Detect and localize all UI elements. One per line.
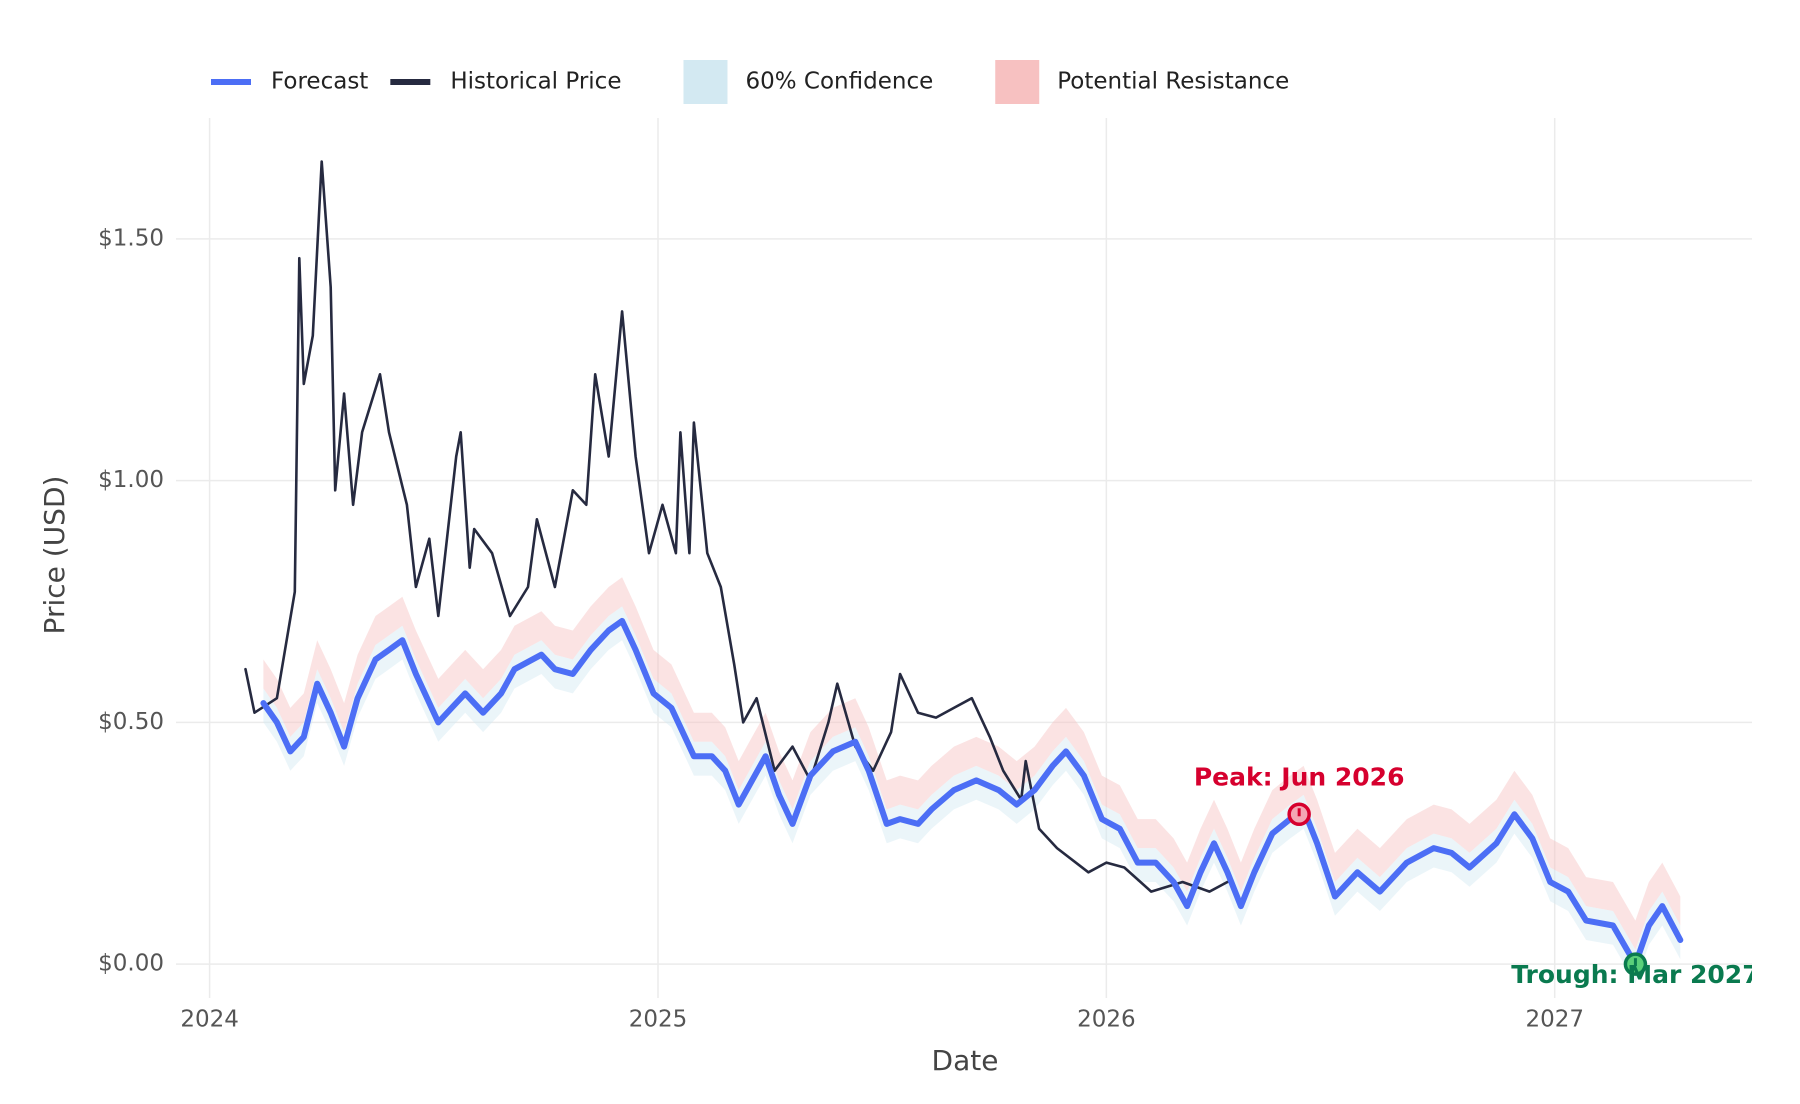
line-series <box>260 617 1684 968</box>
x-axis-title: Date <box>932 1044 999 1077</box>
annotation-label: Trough: Mar 2027 <box>1511 960 1759 989</box>
annotation-label: Peak: Jun 2026 <box>1194 762 1405 791</box>
legend-label: Forecast <box>271 69 368 95</box>
line-series <box>244 160 1229 893</box>
x-tick-label: 2027 <box>1525 1007 1584 1033</box>
x-tick-label: 2026 <box>1077 1007 1136 1033</box>
legend-swatch <box>683 60 728 104</box>
legend: Forecast Historical Price 60% Confidence Po… <box>211 60 1289 104</box>
legend-label: Historical Price <box>450 69 621 95</box>
legend-swatch <box>995 60 1040 104</box>
x-tick-label: 2024 <box>180 1007 239 1033</box>
y-axis-title: Price (USD) <box>38 476 71 635</box>
y-tick-label: $0.00 <box>98 951 164 977</box>
legend-label: 60% Confidence <box>745 69 933 95</box>
y-tick-label: $1.50 <box>98 225 164 251</box>
axes: $0.00 $0.50 $1.00 $1.50 2024 2025 2026 2027 <box>98 225 1584 1032</box>
legend-label: Potential Resistance <box>1057 69 1289 95</box>
y-tick-label: $1.00 <box>98 467 164 493</box>
y-tick-label: $0.50 <box>98 709 164 735</box>
band-area <box>263 606 1681 984</box>
x-tick-label: 2025 <box>629 1007 688 1033</box>
plot-area: Peak: Jun 2026 Trough: Mar 2027 <box>244 160 1759 989</box>
band-area <box>263 577 1681 950</box>
